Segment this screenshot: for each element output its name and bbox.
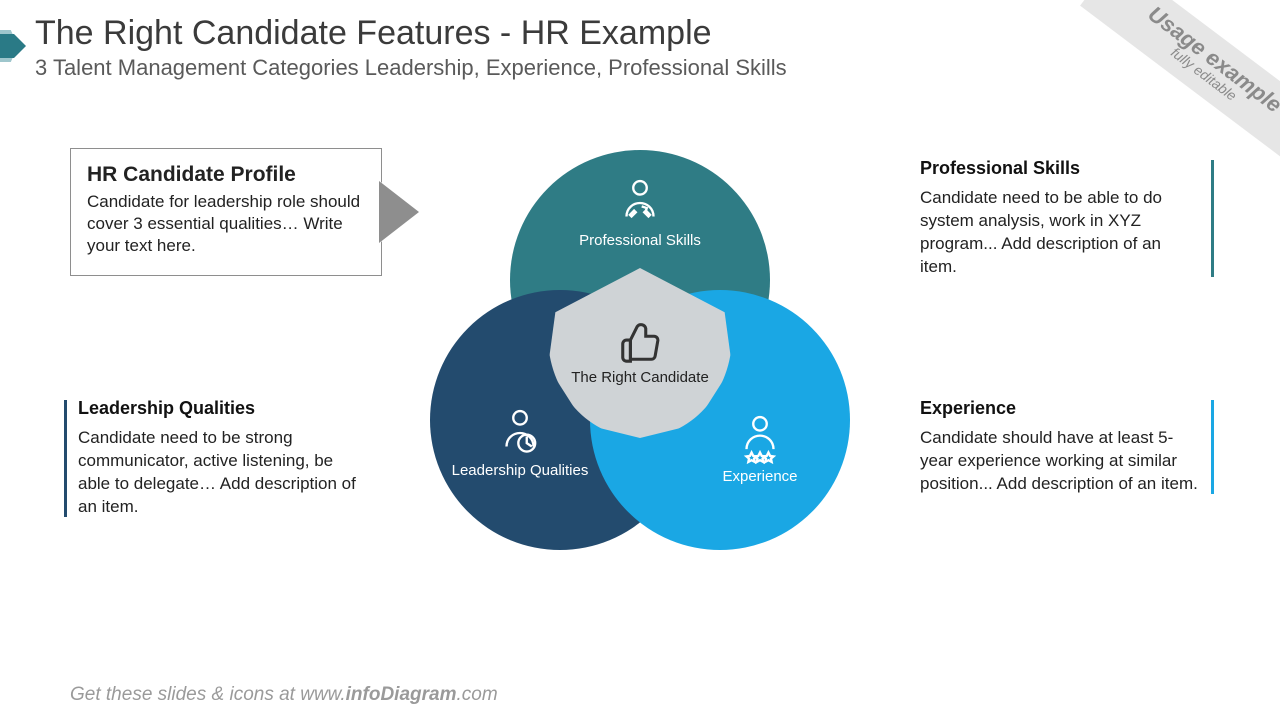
- desc-leadership-qualities: Leadership Qualities Candidate need to b…: [78, 398, 358, 519]
- profile-callout: HR Candidate Profile Candidate for leade…: [70, 148, 382, 276]
- desc-title: Professional Skills: [920, 158, 1200, 179]
- footer-prefix: Get these slides & icons at www.: [70, 684, 346, 705]
- slide-title: The Right Candidate Features - HR Exampl…: [35, 14, 787, 53]
- venn-label-left: Leadership Qualities: [440, 406, 600, 480]
- callout-title: HR Candidate Profile: [87, 163, 365, 187]
- venn-label-top: Professional Skills: [560, 176, 720, 250]
- desc-bar: [1211, 160, 1214, 277]
- callout-arrow: [381, 182, 419, 242]
- footer-suffix: .com: [456, 684, 497, 705]
- slide-header: The Right Candidate Features - HR Exampl…: [35, 14, 787, 81]
- desc-bar: [64, 400, 67, 517]
- desc-experience: Experience Candidate should have at leas…: [920, 398, 1200, 496]
- desc-body: Candidate should have at least 5-year ex…: [920, 427, 1200, 496]
- venn-diagram: The Right Candidate Professional Skills …: [430, 150, 850, 570]
- desc-body: Candidate need to be strong communicator…: [78, 427, 358, 519]
- venn-label-right: Experience: [680, 412, 840, 486]
- slide-subtitle: 3 Talent Management Categories Leadershi…: [35, 55, 787, 81]
- footer-credit: Get these slides & icons at www.infoDiag…: [70, 684, 498, 706]
- desc-title: Experience: [920, 398, 1200, 419]
- venn-center-label: The Right Candidate: [571, 369, 709, 387]
- thumbs-up-icon: [617, 319, 663, 365]
- venn-lobe-label: Leadership Qualities: [452, 462, 589, 479]
- person-tools-icon: [613, 176, 667, 230]
- desc-title: Leadership Qualities: [78, 398, 358, 419]
- venn-lobe-label: Experience: [722, 468, 797, 485]
- footer-bold: infoDiagram: [346, 684, 457, 705]
- desc-bar: [1211, 400, 1214, 494]
- venn-lobe-label: Professional Skills: [579, 232, 701, 249]
- person-compass-icon: [493, 406, 547, 460]
- desc-body: Candidate need to be able to do system a…: [920, 187, 1200, 279]
- desc-professional-skills: Professional Skills Candidate need to be…: [920, 158, 1200, 279]
- callout-body: Candidate for leadership role should cov…: [87, 191, 365, 257]
- header-accent: [0, 34, 14, 58]
- corner-ribbon: Usage example fully editable: [1080, 0, 1280, 174]
- person-stars-icon: [733, 412, 787, 466]
